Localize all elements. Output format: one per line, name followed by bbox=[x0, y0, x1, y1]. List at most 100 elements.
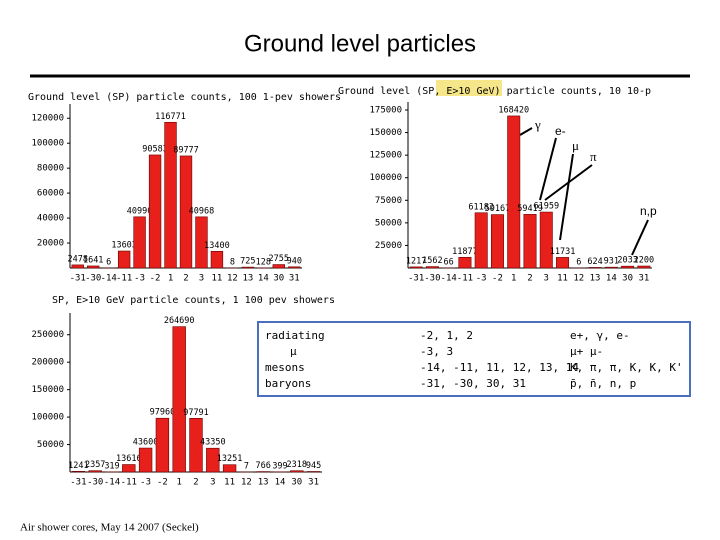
x-tick-label: 14 bbox=[258, 274, 269, 284]
x-tick-label: 31 bbox=[638, 274, 649, 284]
value-label: 89777 bbox=[173, 145, 199, 155]
x-tick-label: 11 bbox=[212, 274, 223, 284]
y-tick-label: 150000 bbox=[369, 128, 402, 138]
table-cell: -3, 3 bbox=[420, 345, 453, 358]
table-cell: μ+ μ- bbox=[570, 345, 603, 358]
x-tick-label: -30 bbox=[87, 478, 103, 488]
bar bbox=[474, 212, 488, 269]
bar bbox=[117, 250, 131, 269]
y-tick-label: 40000 bbox=[37, 214, 64, 224]
value-label: 13603 bbox=[111, 241, 137, 251]
x-tick-label: 1 bbox=[176, 478, 181, 488]
y-tick-label: 50000 bbox=[37, 440, 64, 450]
y-tick-label: 50000 bbox=[375, 218, 402, 228]
x-tick-label: 31 bbox=[289, 274, 300, 284]
value-label: 2357 bbox=[85, 460, 105, 470]
particle-label: γ bbox=[534, 117, 541, 132]
annotations: γ e- μ π n,p bbox=[519, 117, 657, 256]
x-tick-label: 13 bbox=[242, 274, 253, 284]
bar bbox=[539, 211, 553, 269]
particle-label: e- bbox=[555, 124, 566, 138]
bar bbox=[241, 266, 255, 269]
arrow bbox=[519, 127, 533, 136]
x-tick-label: -14 bbox=[441, 274, 457, 284]
value-label: 43350 bbox=[200, 438, 226, 448]
x-tick-label: 3 bbox=[199, 274, 204, 284]
bar bbox=[425, 266, 439, 269]
x-tick-label: -31 bbox=[70, 274, 86, 284]
y-tick-label: 100000 bbox=[369, 173, 402, 183]
value-label: 7 bbox=[244, 461, 249, 471]
bar bbox=[272, 264, 285, 269]
table-cell: mesons bbox=[265, 361, 305, 374]
x-tick-label: -3 bbox=[140, 478, 151, 488]
table-cell: μ bbox=[290, 345, 297, 358]
y-tick-label: 100000 bbox=[31, 413, 64, 423]
highlight bbox=[436, 80, 502, 96]
bar bbox=[88, 470, 102, 473]
value-label: 2318 bbox=[287, 460, 307, 470]
y-tick-label: 120000 bbox=[31, 114, 64, 124]
table-cell: -2, 1, 2 bbox=[420, 329, 473, 342]
bar bbox=[458, 256, 472, 269]
x-tick-label: 14 bbox=[606, 274, 617, 284]
x-tick-label: -3 bbox=[134, 274, 145, 284]
x-tick-label: -2 bbox=[492, 274, 503, 284]
bar bbox=[133, 216, 146, 269]
table-box bbox=[257, 321, 691, 397]
x-tick-label: 3 bbox=[544, 274, 549, 284]
value-label: 90583 bbox=[142, 144, 168, 154]
bar bbox=[556, 257, 570, 269]
value-label: 59419 bbox=[517, 204, 543, 214]
y-tick-label: 20000 bbox=[37, 239, 64, 249]
x-tick-label: -11 bbox=[121, 478, 137, 488]
arrow bbox=[544, 164, 593, 201]
x-tick-label: 13 bbox=[258, 478, 269, 488]
value-label: 61959 bbox=[533, 202, 559, 212]
y-tick-label: 175000 bbox=[369, 106, 402, 116]
bar bbox=[588, 267, 602, 269]
bar bbox=[222, 464, 237, 473]
x-tick-label: 30 bbox=[622, 274, 633, 284]
x-tick-label: -30 bbox=[85, 274, 101, 284]
arrow bbox=[539, 137, 557, 201]
x-tick-label: -2 bbox=[157, 478, 168, 488]
bar bbox=[409, 266, 423, 269]
footer: Air shower cores, May 14 2007 (Seckel) bbox=[20, 522, 199, 534]
value-label: 725 bbox=[240, 257, 255, 267]
x-tick-label: 2 bbox=[527, 274, 532, 284]
x-tick-label: 1 bbox=[168, 274, 173, 284]
value-label: 2033 bbox=[617, 256, 637, 266]
bar bbox=[148, 154, 162, 269]
bar bbox=[122, 464, 136, 473]
value-label: 97960 bbox=[150, 408, 176, 418]
bar bbox=[71, 471, 86, 473]
y-tick-label: 100000 bbox=[31, 139, 64, 149]
bar bbox=[523, 214, 537, 269]
arrow bbox=[631, 219, 649, 256]
value-label: 8 bbox=[230, 257, 235, 267]
slide-title: Ground level particles bbox=[244, 30, 476, 57]
value-label: 319 bbox=[104, 461, 119, 471]
value-label: 43600 bbox=[133, 438, 159, 448]
value-label: 116771 bbox=[155, 112, 186, 122]
value-label: 61182 bbox=[468, 202, 494, 212]
x-tick-label: -30 bbox=[424, 274, 440, 284]
bar bbox=[179, 155, 193, 269]
x-tick-label: -31 bbox=[408, 274, 424, 284]
y-tick-label: 150000 bbox=[31, 385, 64, 395]
bar bbox=[195, 216, 208, 269]
value-label: 931 bbox=[604, 257, 619, 267]
value-label: 6 bbox=[106, 257, 111, 267]
bar bbox=[490, 214, 504, 269]
y-tick-label: 25000 bbox=[375, 241, 402, 251]
x-tick-label: 31 bbox=[308, 478, 319, 488]
bar bbox=[288, 266, 301, 269]
value-label: 40968 bbox=[189, 206, 215, 216]
bar bbox=[87, 265, 100, 269]
x-tick-label: -11 bbox=[457, 274, 473, 284]
value-label: 40990 bbox=[127, 206, 153, 216]
value-label: 13616 bbox=[116, 454, 142, 464]
table-cell: baryons bbox=[265, 377, 311, 390]
value-label: 2478 bbox=[67, 254, 87, 264]
